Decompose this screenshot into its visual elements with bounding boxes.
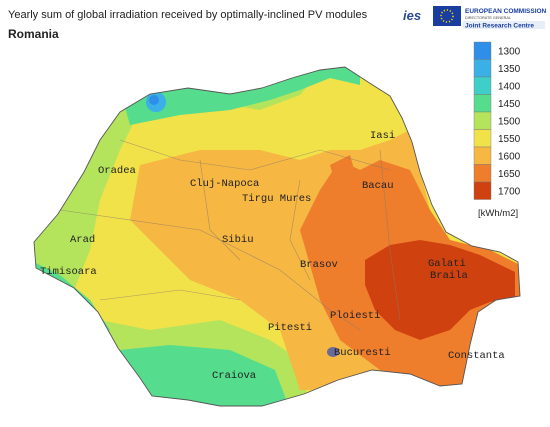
legend-swatch (473, 129, 492, 148)
legend-label: 1300 (498, 46, 521, 57)
city-label: Ploiesti (330, 310, 380, 322)
legend-swatch (473, 181, 492, 200)
legend-label: 1450 (498, 99, 521, 110)
legend-label: 1400 (498, 81, 521, 92)
legend-swatch (473, 41, 492, 60)
zone (149, 95, 159, 105)
zone (330, 155, 360, 200)
boundary (119, 139, 401, 321)
legend-swatch (473, 164, 492, 183)
legend-label: 1550 (498, 134, 521, 145)
legend-swatch (473, 94, 492, 113)
boundary (59, 209, 361, 331)
title: Yearly sum of global irradiation receive… (8, 9, 368, 21)
legend-label: 1700 (498, 186, 521, 197)
legend-label: 1650 (498, 169, 521, 180)
legend-label: 1350 (498, 64, 521, 75)
city-label: Craiova (212, 370, 256, 382)
city-label: Timisoara (40, 266, 97, 278)
zone (365, 240, 515, 340)
logos: ies EUROPEAN COMMISSION DIRECTORATE GENE… (403, 6, 547, 30)
city-label: Sibiu (222, 234, 254, 246)
city-label: Tirgu Mures (242, 193, 311, 205)
legend-unit: [kWh/m2] (478, 208, 518, 219)
country: Romania (8, 27, 59, 41)
ies-logo: ies (403, 8, 421, 23)
legend-label: 1500 (498, 116, 521, 127)
city-label: Oradea (98, 165, 136, 177)
legend-label: 1600 (498, 151, 521, 162)
legend-swatch (473, 59, 492, 78)
city-label: Arad (70, 234, 95, 246)
city-label: Bucuresti (334, 347, 391, 359)
legend-swatch (473, 76, 492, 95)
eu-stars (440, 9, 454, 23)
jrc-name: Joint Research Centre (465, 23, 534, 30)
city-label: Pitesti (268, 322, 312, 334)
city-label: Bacau (362, 180, 394, 192)
legend-swatch (473, 111, 492, 130)
legend: [kWh/m2] 1300 1350 1400 1450 1500 1550 1600 165… (473, 41, 521, 219)
city-label: Iasi (370, 130, 395, 142)
legend-swatch (473, 146, 492, 165)
city-labels: Iasi Oradea Cluj-Napoca Tirgu Mures Baca… (40, 130, 505, 382)
city-label: Cluj-Napoca (190, 178, 259, 190)
jrc-band (463, 21, 545, 29)
city-label: Brasov (300, 259, 338, 271)
zone (110, 345, 290, 406)
eu-flag (433, 6, 461, 26)
city-label: Braila (430, 270, 468, 282)
city-label: Constanta (448, 350, 505, 362)
ec-dg: DIRECTORATE GENERAL (465, 16, 511, 20)
ec-name: EUROPEAN COMMISSION (465, 8, 547, 15)
city-label: Galati (428, 258, 466, 270)
urban-area (327, 347, 339, 357)
